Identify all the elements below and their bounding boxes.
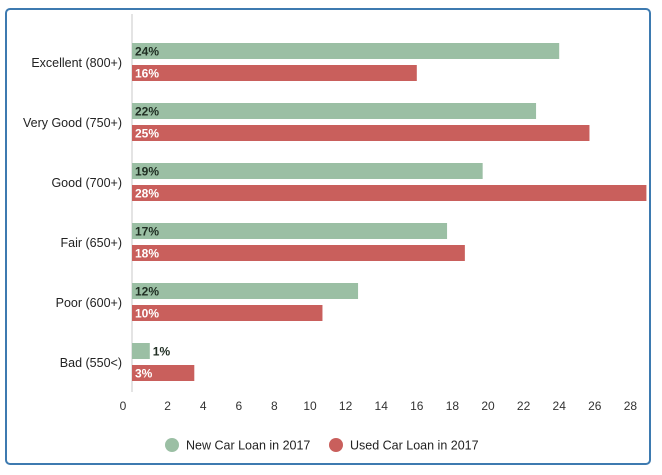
category-label: Very Good (750+) [23, 116, 122, 130]
data-label: 16% [135, 67, 159, 81]
new-car-loan-legend-swatch [165, 438, 179, 452]
new-car-loan-bar [132, 103, 537, 119]
data-label: 22% [135, 105, 159, 119]
data-label: 24% [135, 45, 159, 59]
used-car-loan-bar [132, 65, 417, 81]
x-tick-label: 2 [164, 399, 171, 413]
category-label: Fair (650+) [61, 236, 122, 250]
new-car-loan-bar [132, 223, 448, 239]
data-label: 1% [153, 345, 171, 359]
category-label: Excellent (800+) [31, 56, 122, 70]
used-car-loan-bar [132, 185, 647, 201]
data-label: 3% [135, 367, 153, 381]
legend-label: Used Car Loan in 2017 [350, 439, 479, 453]
x-tick-label: 0 [120, 399, 127, 413]
x-tick-label: 4 [200, 399, 207, 413]
data-label: 10% [135, 307, 159, 321]
x-tick-label: 16 [410, 399, 424, 413]
new-car-loan-bar [132, 43, 560, 59]
x-tick-label: 28 [624, 399, 638, 413]
x-tick-label: 10 [303, 399, 317, 413]
data-label: 18% [135, 247, 159, 261]
data-label: 17% [135, 225, 159, 239]
new-car-loan-bar [132, 163, 483, 179]
x-tick-label: 20 [481, 399, 495, 413]
used-car-loan-bar [132, 125, 590, 141]
category-label: Good (700+) [51, 176, 122, 190]
used-car-loan-bar [132, 365, 195, 381]
x-tick-label: 8 [271, 399, 278, 413]
x-tick-label: 12 [339, 399, 353, 413]
x-tick-label: 6 [235, 399, 242, 413]
x-tick-label: 26 [588, 399, 602, 413]
data-label: 25% [135, 127, 159, 141]
x-tick-label: 18 [446, 399, 460, 413]
new-car-loan-bar [132, 283, 359, 299]
x-tick-label: 24 [553, 399, 567, 413]
used-car-loan-legend-swatch [329, 438, 343, 452]
used-car-loan-bar [132, 245, 465, 261]
data-label: 19% [135, 165, 159, 179]
data-label: 12% [135, 285, 159, 299]
used-car-loan-bar [132, 305, 323, 321]
x-tick-label: 22 [517, 399, 531, 413]
new-car-loan-bar [132, 343, 150, 359]
category-label: Bad (550<) [60, 356, 122, 370]
data-label: 28% [135, 187, 159, 201]
legend-label: New Car Loan in 2017 [186, 439, 310, 453]
category-label: Poor (600+) [56, 296, 122, 310]
x-tick-label: 14 [375, 399, 389, 413]
